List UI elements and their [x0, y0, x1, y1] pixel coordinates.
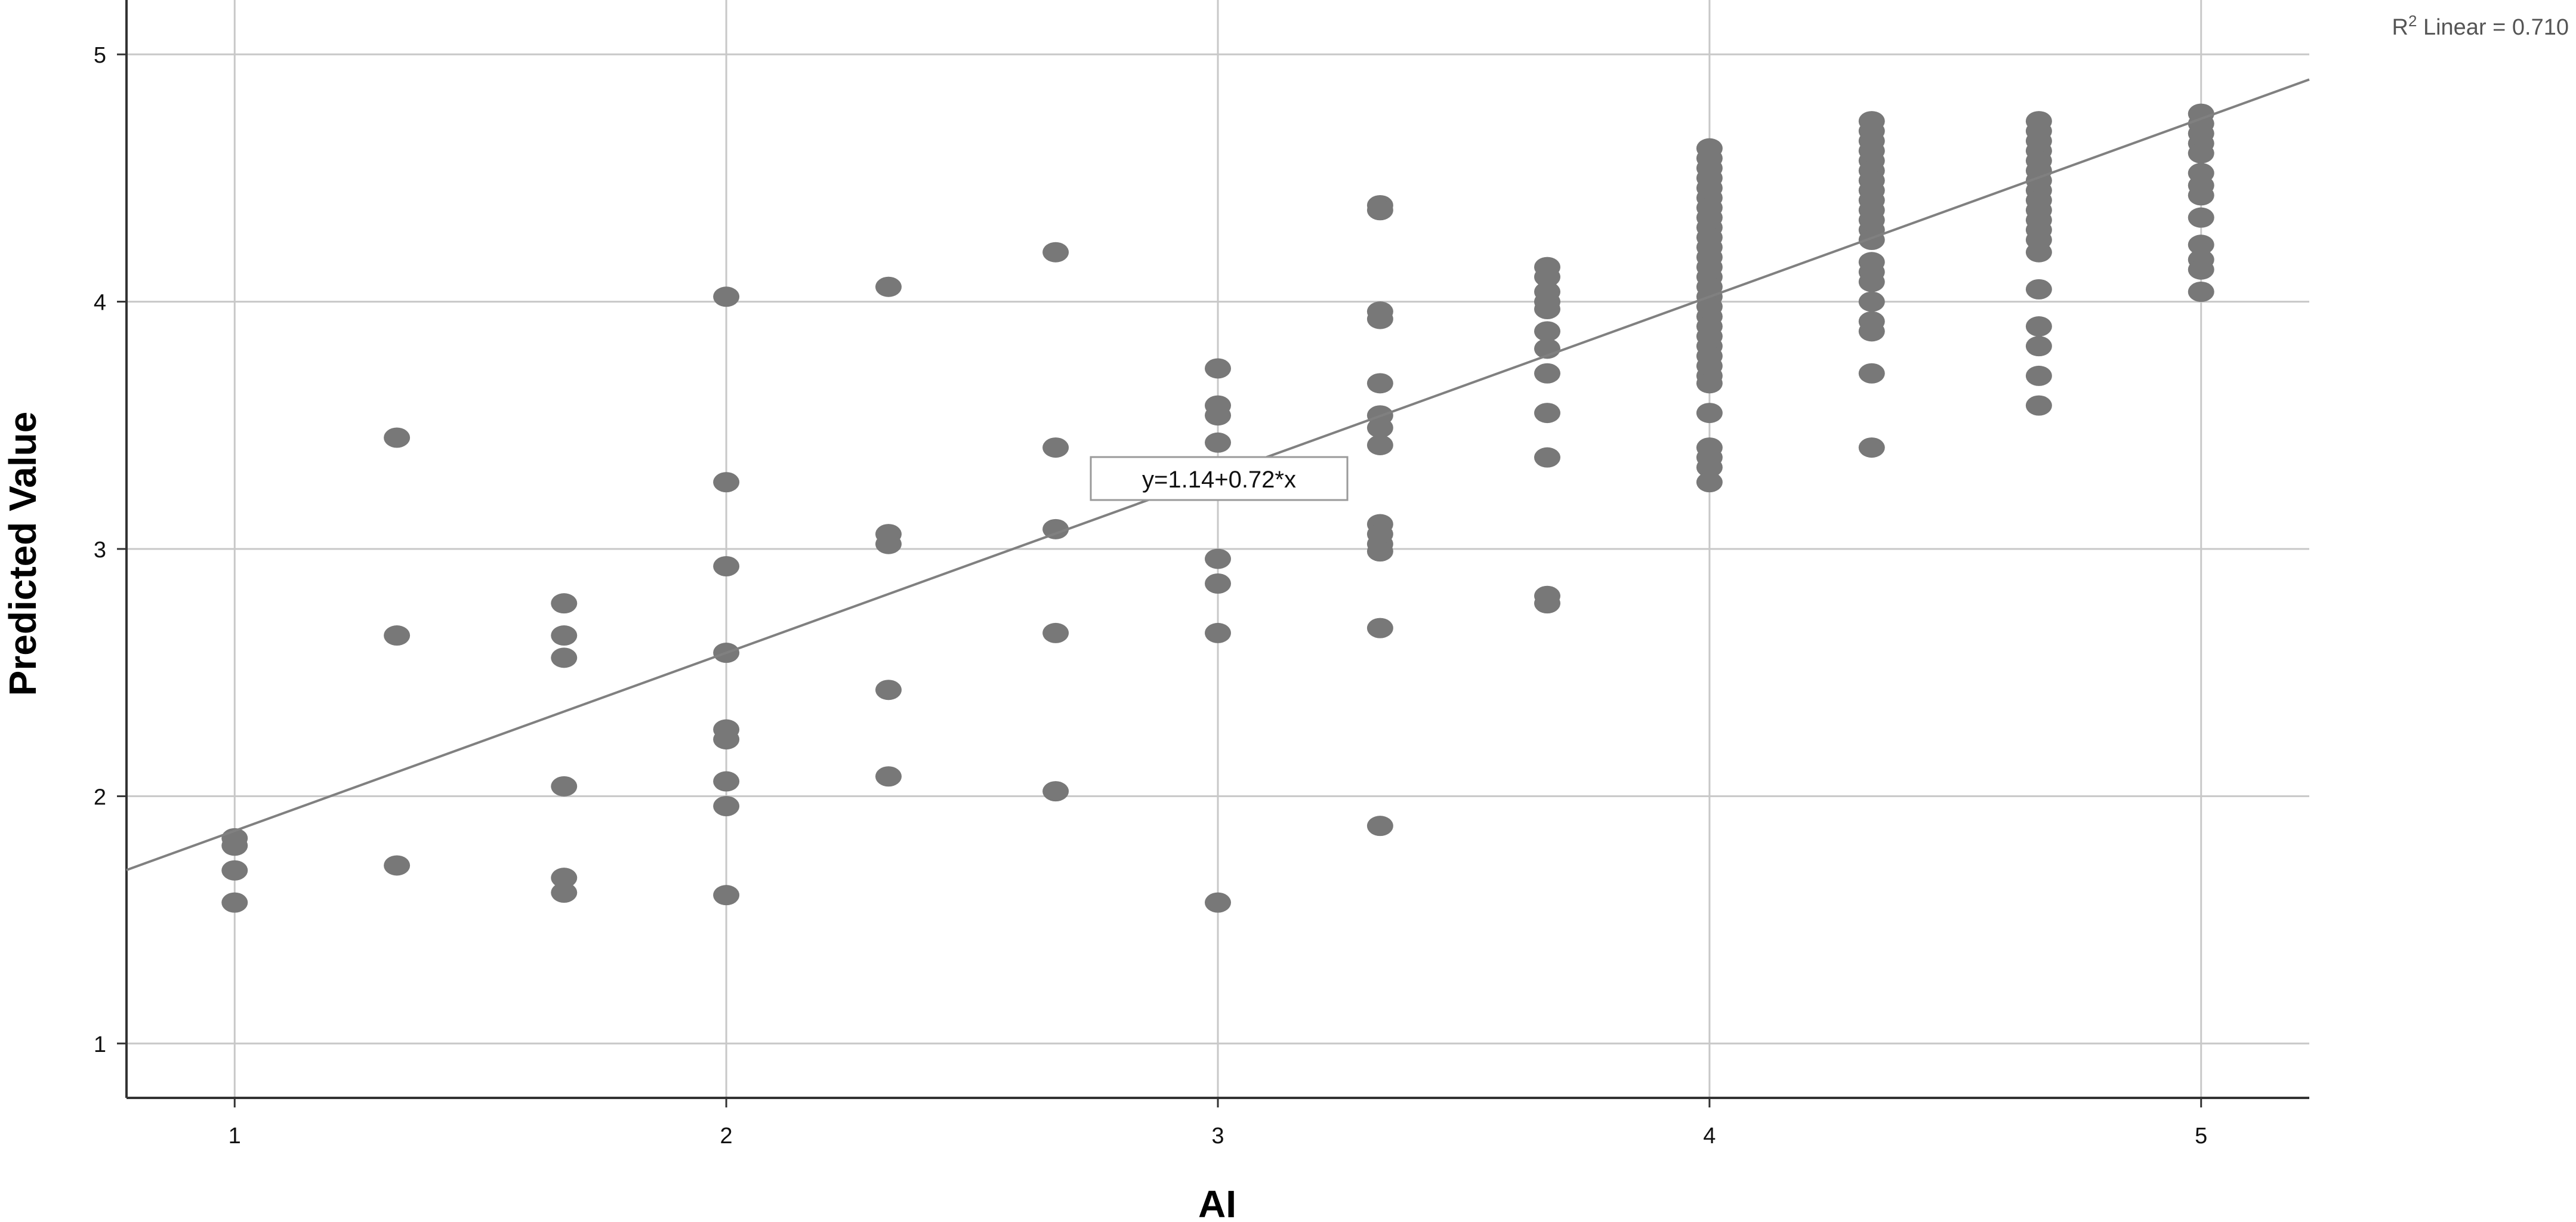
y-axis-title: Predicted Value	[1, 412, 44, 696]
data-point	[875, 276, 902, 297]
x-tick-label: 3	[1211, 1124, 1224, 1149]
equation-label: y=1.14+0.72*x	[1142, 467, 1296, 493]
data-point	[384, 855, 411, 876]
r-squared-superscript: 2	[2408, 12, 2417, 30]
data-point	[1205, 892, 1231, 913]
data-point	[1366, 308, 1393, 329]
data-point	[1858, 271, 1885, 292]
data-point	[551, 625, 578, 646]
data-point	[1534, 267, 1560, 288]
y-tick-labels: 1 2 3 4 5	[94, 43, 106, 1057]
data-point	[713, 472, 740, 493]
data-point	[551, 647, 578, 668]
data-point	[1205, 432, 1231, 453]
data-point	[2025, 336, 2052, 357]
axes	[117, 0, 2309, 1107]
data-point	[1696, 457, 1723, 478]
data-point	[1696, 472, 1723, 493]
data-point	[1534, 321, 1560, 342]
data-point	[1696, 373, 1723, 394]
x-tick-label: 2	[720, 1124, 733, 1149]
data-point	[1205, 405, 1231, 426]
equation-box	[1090, 456, 1349, 501]
data-point	[551, 882, 578, 903]
data-point	[221, 860, 248, 881]
y-tick-label: 5	[94, 43, 106, 68]
data-point	[1858, 229, 1885, 250]
data-point	[1858, 437, 1885, 458]
data-point	[2025, 365, 2052, 386]
data-point	[2025, 395, 2052, 416]
data-point	[1042, 437, 1069, 458]
y-tick-label: 4	[94, 291, 106, 316]
data-point	[2188, 207, 2214, 228]
data-point	[2025, 242, 2052, 263]
data-point	[2188, 143, 2214, 163]
x-tick-label: 5	[2195, 1124, 2207, 1149]
x-tick-labels: 1 2 3 4 5	[229, 1124, 2208, 1149]
data-point	[1366, 618, 1393, 638]
data-point	[2025, 316, 2052, 337]
data-point	[1534, 299, 1560, 320]
y-tick-label: 2	[94, 785, 106, 810]
data-point	[2188, 282, 2214, 303]
data-point	[551, 776, 578, 797]
data-point	[1042, 622, 1069, 643]
data-point	[1366, 373, 1393, 394]
data-point	[713, 771, 740, 792]
x-tick-label: 1	[229, 1124, 241, 1149]
data-point	[1205, 622, 1231, 643]
data-point	[1366, 541, 1393, 562]
data-point	[1534, 593, 1560, 614]
x-tick-label: 4	[1703, 1124, 1716, 1149]
r-squared-value: Linear = 0.710	[2417, 15, 2569, 40]
y-tick-label: 1	[94, 1032, 106, 1057]
r-squared-prefix: R	[2392, 15, 2408, 40]
data-point	[1042, 242, 1069, 263]
data-point	[1858, 363, 1885, 384]
data-point	[1696, 403, 1723, 424]
data-point	[1366, 200, 1393, 221]
data-point	[221, 835, 248, 856]
data-point	[1534, 363, 1560, 384]
data-point	[384, 625, 411, 646]
data-point	[1366, 434, 1393, 455]
data-point	[1205, 573, 1231, 594]
grid-lines	[127, 0, 2309, 1098]
data-point	[1858, 291, 1885, 312]
data-point	[1042, 519, 1069, 539]
data-point	[2188, 185, 2214, 206]
data-point	[713, 286, 740, 307]
data-point	[1366, 816, 1393, 837]
data-point	[1366, 417, 1393, 438]
data-point	[875, 533, 902, 554]
data-point	[221, 892, 248, 913]
data-point	[713, 795, 740, 816]
data-point	[713, 885, 740, 906]
data-point	[551, 593, 578, 614]
data-points	[221, 103, 2214, 913]
data-point	[384, 427, 411, 448]
data-point	[2188, 234, 2214, 255]
data-point	[875, 680, 902, 701]
data-point	[1205, 548, 1231, 569]
data-point	[875, 766, 902, 787]
x-axis-title: AI	[1198, 1183, 1236, 1222]
r-squared-label: R2 Linear = 0.710	[2392, 12, 2569, 40]
data-point	[1534, 447, 1560, 468]
data-point	[713, 556, 740, 577]
data-point	[1042, 781, 1069, 802]
y-tick-label: 3	[94, 538, 106, 563]
data-point	[1205, 358, 1231, 379]
data-point	[713, 729, 740, 750]
data-point	[1534, 403, 1560, 424]
data-point	[2025, 279, 2052, 300]
data-point	[2188, 259, 2214, 280]
equation-label-group: y=1.14+0.72*x	[1090, 456, 1349, 501]
data-point	[551, 868, 578, 888]
data-point	[1858, 321, 1885, 342]
